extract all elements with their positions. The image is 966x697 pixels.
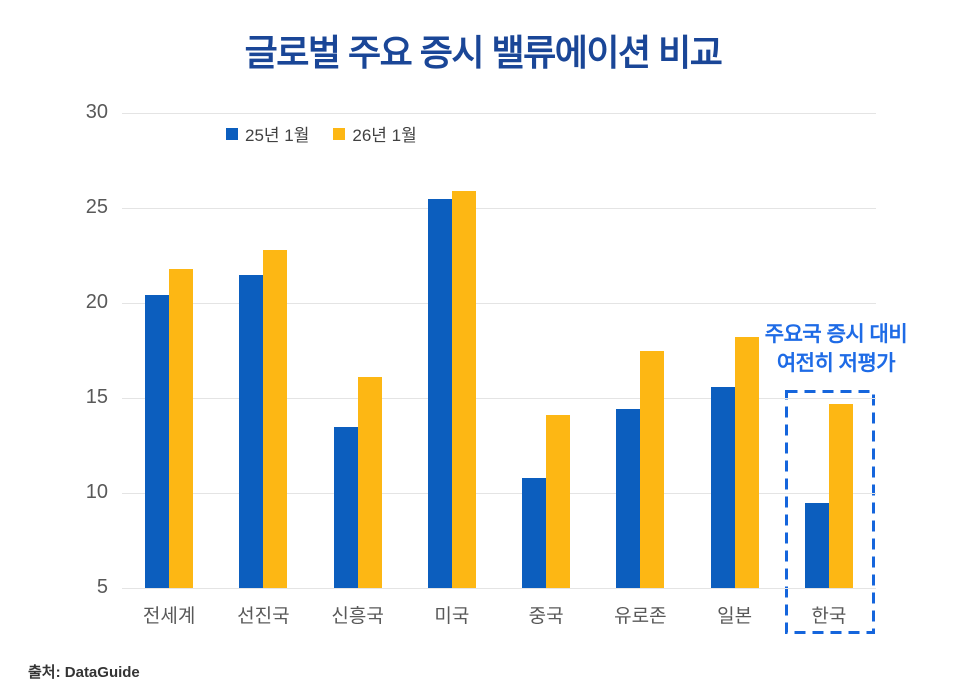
gridline (122, 113, 876, 114)
bar-series0-cat1 (239, 274, 264, 588)
y-axis-tick-label: 25 (85, 196, 108, 218)
bar-series0-cat6 (710, 386, 735, 588)
y-axis-tick-label: 30 (85, 101, 108, 123)
bar-series0-cat0 (145, 295, 170, 588)
gridline (122, 303, 876, 304)
legend-swatch-blue-icon (226, 127, 238, 140)
bar-series1-cat2 (357, 377, 382, 588)
korea-annotation-line2: 여전히 저평가 (776, 352, 896, 375)
y-axis-tick-label: 15 (85, 386, 108, 408)
legend-swatch-yellow-icon (333, 127, 346, 140)
bar-series0-cat7 (804, 502, 829, 588)
legend-label-jan-2025: 25년 1월 (245, 126, 310, 145)
bar-series1-cat0 (169, 268, 194, 588)
gridline (122, 398, 876, 399)
korea-highlight-box (785, 390, 875, 634)
bar-series0-cat5 (616, 409, 641, 588)
korea-annotation: 주요국 증시 대비 여전히 저평가 (736, 320, 936, 378)
bar-series1-cat1 (263, 249, 288, 588)
legend-label-jan-2026: 26년 1월 (352, 126, 417, 145)
bar-series1-cat7 (828, 403, 853, 588)
bar-series1-cat3 (451, 190, 476, 588)
bar-series0-cat3 (427, 198, 452, 588)
x-axis-label: 미국 (434, 606, 470, 627)
x-axis-label: 신흥국 (331, 606, 384, 627)
y-axis-tick-label: 10 (85, 481, 108, 503)
x-axis-label: 유로존 (614, 606, 667, 627)
gridline (122, 208, 876, 209)
x-axis-label: 일본 (717, 606, 753, 627)
y-axis-tick-label: 5 (96, 576, 108, 598)
bar-series0-cat2 (333, 426, 358, 588)
bar-series1-cat5 (640, 350, 665, 588)
bar-series1-cat4 (546, 415, 571, 588)
legend-item-jan-2025: 25년 1월 (226, 121, 309, 146)
y-axis-tick-label: 20 (85, 291, 108, 313)
gridline (122, 588, 876, 589)
source-note: 출처: DataGuide (28, 664, 140, 681)
x-axis-label: 선진국 (237, 606, 290, 627)
x-axis-label: 중국 (528, 606, 564, 627)
bar-series0-cat4 (522, 477, 547, 588)
korea-annotation-line1: 주요국 증시 대비 (764, 323, 908, 346)
chart-title: 글로벌 주요 증시 밸류에이션 비교 (244, 32, 723, 73)
gridline (122, 493, 876, 494)
x-axis-label: 한국 (811, 606, 847, 627)
legend: 25년 1월 26년 1월 (226, 121, 417, 146)
x-axis-label: 전세계 (142, 606, 196, 627)
legend-item-jan-2026: 26년 1월 (333, 121, 417, 146)
bar-series1-cat6 (734, 337, 759, 588)
